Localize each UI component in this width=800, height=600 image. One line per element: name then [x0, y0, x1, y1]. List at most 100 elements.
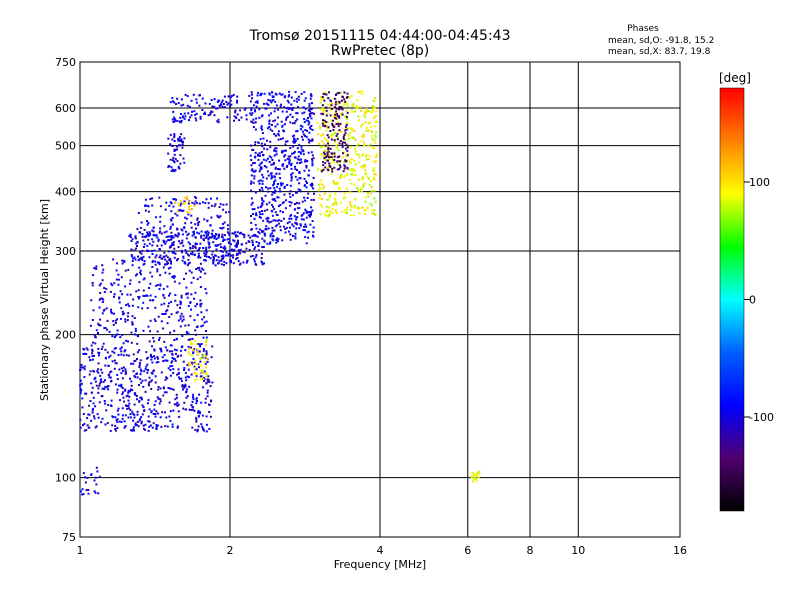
- data-point: [110, 308, 112, 311]
- data-point: [214, 264, 217, 267]
- data-point: [327, 148, 330, 151]
- data-point: [170, 231, 173, 234]
- data-point: [222, 103, 225, 105]
- data-point: [294, 91, 297, 94]
- data-point: [335, 100, 337, 103]
- data-point: [190, 114, 193, 117]
- phases-x-stats: mean, sd,X: 83.7, 19.8: [608, 47, 711, 57]
- data-point: [182, 157, 185, 160]
- data-point: [216, 197, 219, 200]
- data-point: [85, 429, 88, 432]
- data-point: [145, 294, 148, 297]
- data-point: [311, 158, 314, 161]
- data-point: [307, 109, 310, 112]
- data-point: [175, 349, 178, 352]
- data-point: [180, 119, 183, 122]
- data-point: [343, 141, 346, 144]
- data-point: [197, 252, 200, 255]
- data-point: [125, 354, 128, 357]
- data-point: [86, 476, 89, 479]
- data-point: [204, 344, 207, 347]
- data-point: [134, 333, 137, 336]
- data-point: [360, 190, 363, 193]
- data-point: [259, 168, 262, 171]
- data-point: [229, 259, 232, 262]
- data-point: [191, 408, 194, 411]
- data-point: [225, 254, 227, 257]
- data-point: [85, 347, 88, 350]
- data-point: [133, 403, 136, 406]
- data-point: [228, 249, 231, 252]
- data-point: [170, 262, 173, 265]
- data-point: [304, 208, 307, 211]
- data-point: [323, 192, 326, 195]
- data-point: [298, 188, 301, 191]
- data-point: [205, 358, 208, 361]
- data-point: [113, 282, 116, 285]
- data-point: [170, 387, 173, 390]
- data-point: [176, 210, 179, 213]
- data-point: [333, 197, 336, 200]
- data-point: [184, 93, 187, 96]
- data-point: [164, 346, 167, 349]
- data-point: [313, 192, 315, 195]
- data-point: [327, 136, 330, 139]
- y-axis-label: Stationary phase Virtual Height [km]: [38, 199, 51, 401]
- data-point: [270, 156, 273, 159]
- data-point: [267, 174, 270, 177]
- data-point: [171, 100, 174, 103]
- data-point: [270, 112, 272, 115]
- data-point: [275, 241, 278, 244]
- data-point: [360, 125, 363, 128]
- data-point: [218, 104, 221, 107]
- data-point: [330, 156, 333, 159]
- data-point: [199, 357, 202, 360]
- data-point: [227, 228, 229, 231]
- data-point: [254, 246, 257, 249]
- data-point: [138, 400, 141, 403]
- data-point: [127, 268, 130, 271]
- data-point: [182, 103, 185, 106]
- data-point: [355, 152, 358, 155]
- data-point: [250, 215, 252, 217]
- data-point: [225, 262, 228, 265]
- data-point: [250, 107, 253, 110]
- data-point: [203, 218, 206, 221]
- data-point: [82, 424, 84, 427]
- data-point: [310, 206, 313, 209]
- data-point: [285, 110, 288, 113]
- data-point: [265, 166, 268, 169]
- data-point: [160, 371, 163, 374]
- data-point: [132, 362, 135, 365]
- data-point: [186, 395, 189, 398]
- data-point: [87, 413, 90, 416]
- data-point: [310, 151, 313, 154]
- data-point: [204, 397, 207, 400]
- data-point: [190, 342, 192, 345]
- data-point: [272, 162, 275, 165]
- data-point: [154, 415, 157, 418]
- data-point: [333, 97, 336, 100]
- data-point: [121, 333, 124, 336]
- data-point: [250, 159, 253, 161]
- data-point: [350, 173, 353, 176]
- data-point: [143, 260, 146, 263]
- data-point: [272, 99, 275, 102]
- data-point: [325, 121, 328, 123]
- data-point: [211, 250, 214, 253]
- data-point: [363, 114, 366, 117]
- data-point: [190, 361, 193, 364]
- data-point: [336, 143, 339, 146]
- data-point: [82, 347, 85, 350]
- data-point: [335, 201, 337, 204]
- data-point: [292, 152, 295, 155]
- data-point: [187, 368, 190, 371]
- data-point: [367, 110, 370, 113]
- data-point: [269, 146, 272, 149]
- data-point: [162, 241, 165, 243]
- data-point: [274, 134, 277, 137]
- data-point: [474, 477, 477, 480]
- data-point: [336, 181, 339, 184]
- data-point: [211, 345, 214, 348]
- data-point: [295, 112, 298, 115]
